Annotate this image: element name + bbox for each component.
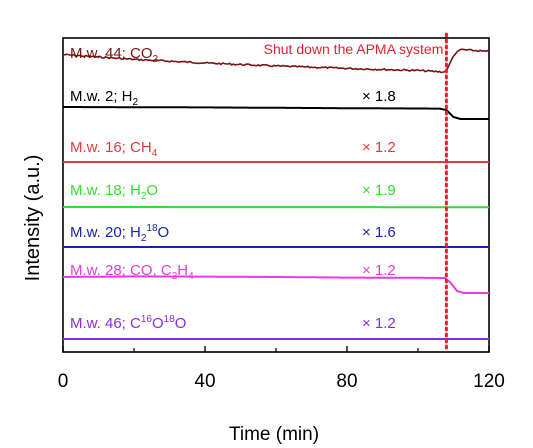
y-axis-label: Intensity (a.u.) xyxy=(22,155,44,282)
series-label-7: M.w. 46; C16​O18​O xyxy=(70,314,186,332)
series-line-2 xyxy=(63,106,489,120)
series-label-1: M.w. 44; CO2​ xyxy=(70,45,159,65)
x-tick-label-80: 80 xyxy=(336,371,357,392)
series-label-3: M.w. 16; CH4​ xyxy=(70,139,158,159)
shutdown-annotation: Shut down the APMA system xyxy=(264,41,444,57)
series-multiplier-5: × 1.6 xyxy=(362,224,396,241)
x-tick-label-0: 0 xyxy=(58,371,69,392)
series-multiplier-7: × 1.2 xyxy=(362,315,396,332)
series-multiplier-6: × 1.2 xyxy=(362,262,396,279)
x-tick-label-40: 40 xyxy=(194,371,215,392)
series-line-6 xyxy=(63,275,489,294)
series-multiplier-4: × 1.9 xyxy=(362,182,396,199)
series-label-4: M.w. 18; H2​O xyxy=(70,182,158,202)
series-multiplier-3: × 1.2 xyxy=(362,139,396,156)
series-multiplier-2: × 1.8 xyxy=(362,88,396,105)
x-axis-label: Time (min) xyxy=(229,424,319,445)
x-tick-label-120: 120 xyxy=(473,371,505,392)
series-label-5: M.w. 20; H2​18​O xyxy=(70,223,169,244)
series-line-1 xyxy=(62,48,490,74)
series-label-2: M.w. 2; H2​ xyxy=(70,88,139,108)
series-label-6: M.w. 28; CO, C2​H4​ xyxy=(70,262,194,282)
